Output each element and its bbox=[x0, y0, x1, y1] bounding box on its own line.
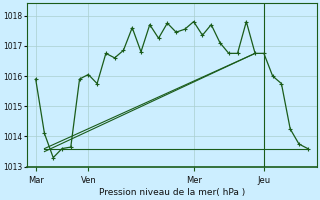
X-axis label: Pression niveau de la mer( hPa ): Pression niveau de la mer( hPa ) bbox=[99, 188, 245, 197]
